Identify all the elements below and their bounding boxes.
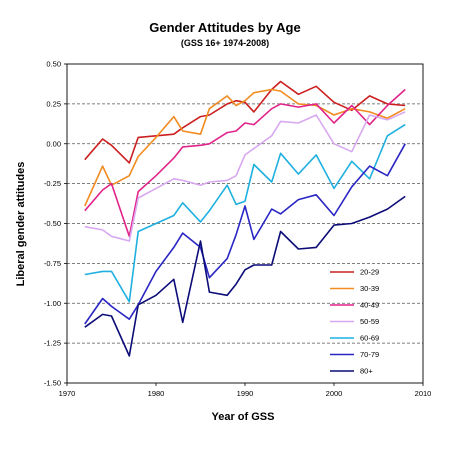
x-tick-label: 2010 xyxy=(415,389,432,398)
y-tick-label: -1.50 xyxy=(44,379,61,388)
series-line-50-59 xyxy=(84,111,406,242)
x-tick-label: 1970 xyxy=(59,389,76,398)
x-tick-label: 1980 xyxy=(148,389,165,398)
y-tick-label: 0.00 xyxy=(46,139,61,148)
series-line-40-49 xyxy=(84,88,406,238)
y-tick-label: -0.25 xyxy=(44,179,61,188)
legend-label-50-59: 50-59 xyxy=(360,317,379,326)
legend-label-60-69: 60-69 xyxy=(360,334,379,343)
legend-label-80+: 80+ xyxy=(360,367,373,376)
y-tick-label: 0.50 xyxy=(46,60,61,69)
y-tick-label: -0.75 xyxy=(44,259,61,268)
axis-layer: -1.50 -1.25 -1.00 -0.75 -0.50 -0.25 0.00 0.25 0.… xyxy=(44,60,431,399)
chart-subtitle: (GSS 16+ 1974-2008) xyxy=(181,38,269,48)
legend-label-20-29: 20-29 xyxy=(360,268,379,277)
x-tick-label: 2000 xyxy=(326,389,343,398)
series-line-70-79 xyxy=(84,143,406,325)
legend: 20-29 30-39 40-49 50-59 60-69 70-79 80+ xyxy=(330,268,379,376)
y-tick-label: -1.25 xyxy=(44,339,61,348)
series-line-20-29 xyxy=(84,80,406,164)
chart-title: Gender Attitudes by Age xyxy=(149,20,300,35)
y-tick-label: -1.00 xyxy=(44,299,61,308)
legend-label-40-49: 40-49 xyxy=(360,301,379,310)
series-line-30-39 xyxy=(84,88,406,207)
plot-area-frame xyxy=(66,63,424,384)
y-tick-label: -0.50 xyxy=(44,219,61,228)
y-tick-label: 0.25 xyxy=(46,99,61,108)
series-line-60-69 xyxy=(84,123,406,303)
x-tick-label: 1990 xyxy=(237,389,254,398)
series-layer xyxy=(84,80,406,357)
series-line-80+ xyxy=(84,195,406,357)
x-axis-label: Year of GSS xyxy=(212,411,275,423)
grid-layer xyxy=(67,103,423,344)
y-axis-label: Liberal gender attitudes xyxy=(15,162,27,287)
legend-label-30-39: 30-39 xyxy=(360,284,379,293)
legend-label-70-79: 70-79 xyxy=(360,350,379,359)
